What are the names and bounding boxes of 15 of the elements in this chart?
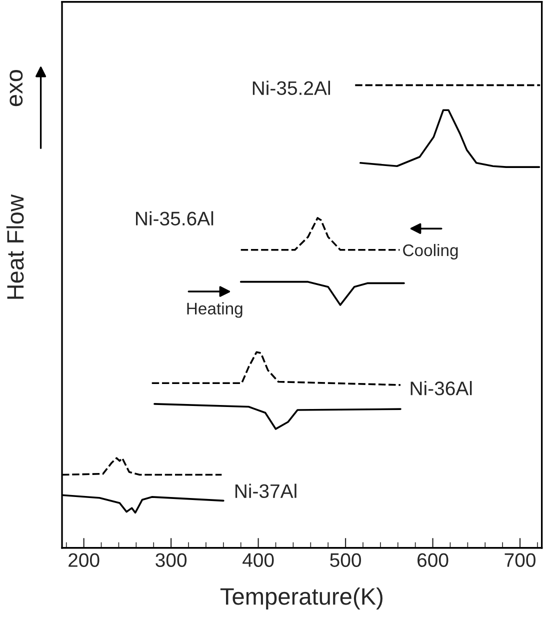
x-tick-label: 300 — [156, 553, 187, 568]
annotation: Heating — [187, 302, 242, 318]
x-tick-label: 500 — [330, 553, 361, 568]
y-axis-title: Heat Flow — [6, 194, 24, 299]
x-tick-label: 700 — [504, 553, 536, 568]
x-tick-label: 400 — [242, 553, 274, 568]
annotation: Ni-36Al — [410, 381, 472, 396]
x-axis-title: Temperature(K) — [220, 588, 382, 610]
annotation: Cooling — [403, 244, 458, 260]
x-tick-label: 200 — [68, 553, 100, 568]
text: exo — [10, 70, 23, 106]
x-tick-label: 600 — [418, 553, 448, 568]
annotation: Ni-35.6Al — [136, 211, 214, 226]
annotation: Ni-35.2Al — [252, 80, 330, 96]
annotation: Ni-37Al — [235, 484, 296, 498]
